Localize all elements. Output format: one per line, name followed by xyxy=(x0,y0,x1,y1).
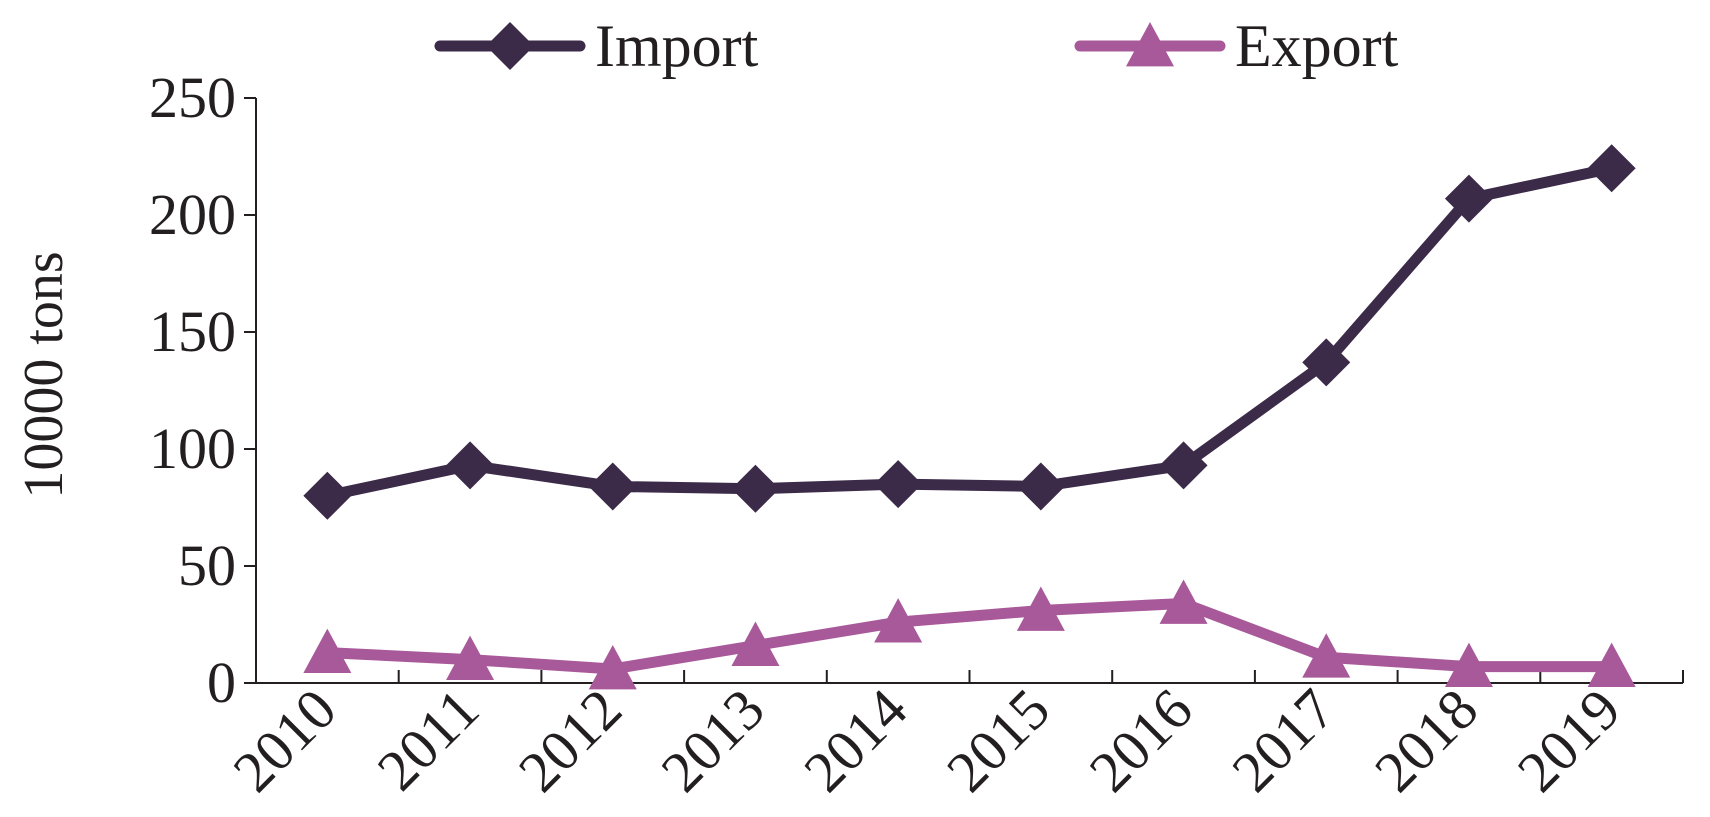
x-tick-label: 2019 xyxy=(1505,676,1633,804)
legend-label: Import xyxy=(595,13,759,79)
data-point-import xyxy=(1302,338,1351,387)
legend-marker xyxy=(1126,22,1174,67)
y-axis: 0 50 100 150 200 250 xyxy=(149,65,257,715)
series-layer xyxy=(303,144,1636,690)
data-point-export xyxy=(1587,642,1636,688)
data-point-import xyxy=(1587,144,1636,193)
x-tick-label: 2013 xyxy=(649,676,777,804)
legend: Import Export xyxy=(434,13,1399,79)
data-point-export xyxy=(1016,586,1065,631)
data-point-export xyxy=(446,635,495,680)
x-tick-label: 2018 xyxy=(1362,676,1490,804)
data-point-import xyxy=(303,471,352,520)
y-tick-label: 100 xyxy=(149,416,236,481)
x-tick-label: 2012 xyxy=(506,676,634,804)
data-point-import xyxy=(1159,441,1208,490)
x-tick-label: 2016 xyxy=(1077,676,1205,804)
x-tick-label: 2014 xyxy=(791,676,919,804)
data-point-import xyxy=(731,464,780,513)
series-line-export xyxy=(327,597,1612,675)
data-point-export xyxy=(731,621,780,666)
data-point-import xyxy=(446,441,495,490)
x-tick-label: 2015 xyxy=(934,676,1062,804)
data-point-import xyxy=(1016,462,1065,511)
y-tick-label: 50 xyxy=(178,533,236,598)
series-import xyxy=(303,144,1636,520)
legend-item-import: Import xyxy=(434,13,759,79)
x-tick-label: 2017 xyxy=(1219,676,1347,804)
x-tick-label: 2010 xyxy=(221,676,349,804)
legend-marker xyxy=(486,22,534,70)
series-line-import xyxy=(326,162,1613,502)
data-point-export xyxy=(303,628,352,673)
data-point-export xyxy=(1302,633,1351,678)
y-tick-label: 250 xyxy=(149,65,236,130)
y-tick-label: 150 xyxy=(149,299,236,364)
y-tick-label: 0 xyxy=(207,650,236,715)
data-point-export xyxy=(588,644,637,690)
legend-item-export: Export xyxy=(1074,13,1399,79)
data-point-export xyxy=(1159,579,1208,624)
y-tick-label: 200 xyxy=(149,182,236,247)
data-point-import xyxy=(874,460,923,509)
data-point-export xyxy=(1444,642,1493,688)
series-export xyxy=(303,579,1636,690)
data-point-import xyxy=(1444,174,1493,223)
data-point-import xyxy=(588,462,637,511)
x-axis: 2010 2011 2012 2013 2014 2015 2016 2017 2018 2019 xyxy=(221,670,1684,804)
data-point-export xyxy=(874,598,923,643)
x-tick-label: 2011 xyxy=(365,676,491,802)
y-axis-label: 10000 tons xyxy=(13,251,75,498)
legend-label: Export xyxy=(1235,13,1399,79)
